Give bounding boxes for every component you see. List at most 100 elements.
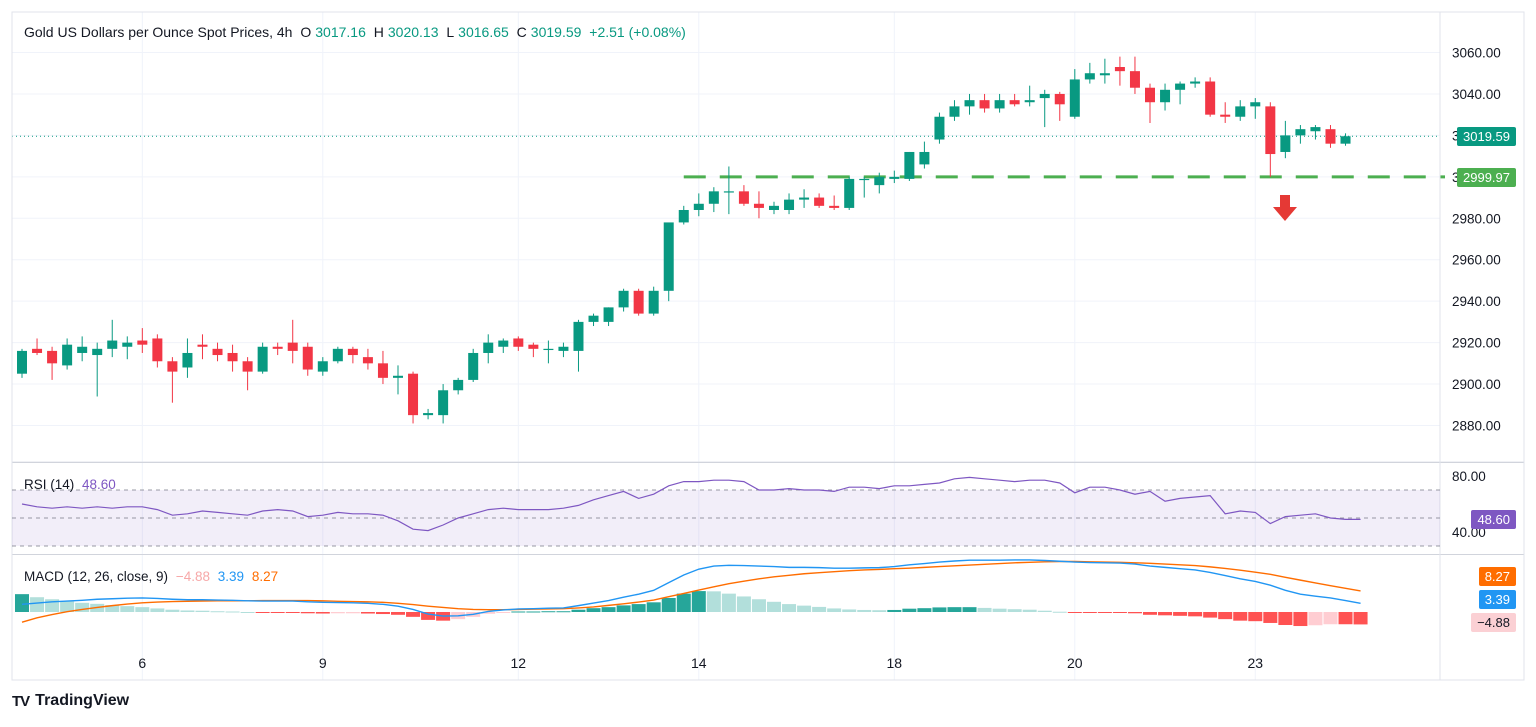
macd-histogram-bar bbox=[962, 607, 977, 612]
macd-histogram-bar bbox=[496, 612, 511, 613]
macd-histogram-bar bbox=[1097, 612, 1112, 613]
candle-body bbox=[799, 197, 810, 200]
candle-body bbox=[1175, 83, 1186, 90]
candle-body bbox=[1205, 81, 1216, 115]
candle-body bbox=[77, 346, 88, 353]
price-tick-label: 3040.00 bbox=[1452, 87, 1501, 102]
macd-histogram-bar bbox=[902, 608, 917, 612]
macd-histogram-bar bbox=[375, 612, 390, 615]
candle-body bbox=[723, 191, 734, 193]
candle-body bbox=[257, 346, 268, 372]
candle-body bbox=[934, 116, 945, 140]
rsi-pane bbox=[12, 476, 1440, 547]
tradingview-logo[interactable]: TV TradingView bbox=[12, 692, 129, 710]
candle-body bbox=[1099, 73, 1110, 76]
candle-body bbox=[753, 203, 764, 208]
candle-body bbox=[543, 348, 554, 351]
candle-body bbox=[1280, 135, 1291, 152]
candle-body bbox=[137, 340, 148, 345]
macd-histogram-bar bbox=[992, 608, 1007, 612]
macd-histogram-bar bbox=[511, 611, 526, 613]
macd-histogram-bar bbox=[391, 612, 405, 615]
macd-histogram-bar bbox=[526, 611, 541, 613]
candle-body bbox=[648, 290, 659, 314]
legend-header: Gold US Dollars per Ounce Spot Prices, 4… bbox=[24, 24, 690, 40]
candle-body bbox=[483, 342, 494, 353]
macd-histogram-bar bbox=[330, 612, 345, 614]
price-pane-frame bbox=[11, 11, 1525, 463]
macd-histogram-bar bbox=[571, 609, 586, 612]
symbol-title[interactable]: Gold US Dollars per Ounce Spot Prices, 4… bbox=[24, 24, 293, 40]
candle-body bbox=[242, 361, 253, 372]
macd-histogram-bar bbox=[767, 601, 781, 612]
macd-histogram-bar bbox=[180, 610, 195, 612]
price-tick-label: 2960.00 bbox=[1452, 253, 1501, 268]
support-level-badge: 2999.97 bbox=[1457, 168, 1516, 187]
candle-body bbox=[453, 379, 464, 391]
rsi-legend[interactable]: RSI (14) 48.60 bbox=[24, 477, 120, 492]
macd-histogram-bar bbox=[842, 609, 857, 612]
macd-signal-badge: 8.27 bbox=[1478, 567, 1516, 586]
candle-body bbox=[708, 191, 719, 204]
candle-body bbox=[227, 352, 238, 362]
candle-body bbox=[904, 151, 915, 179]
macd-histogram-bar bbox=[195, 610, 210, 612]
candle-body bbox=[738, 191, 749, 204]
price-tick-label: 3060.00 bbox=[1452, 46, 1501, 61]
time-tick-label: 23 bbox=[1247, 655, 1263, 671]
macd-histogram-bar bbox=[30, 597, 45, 612]
time-tick-label: 18 bbox=[887, 655, 903, 671]
macd-histogram-bar bbox=[75, 602, 90, 612]
macd-histogram-bar bbox=[135, 607, 150, 612]
macd-histogram-bar bbox=[1007, 609, 1022, 612]
candle-body bbox=[152, 338, 163, 362]
macd-histogram-bar bbox=[210, 611, 225, 613]
candle-body bbox=[1129, 71, 1140, 88]
time-tick-label: 12 bbox=[511, 655, 527, 671]
macd-histogram-bar bbox=[1067, 612, 1082, 613]
macd-histogram-bar bbox=[691, 591, 706, 612]
candle-body bbox=[302, 346, 313, 370]
macd-pane bbox=[15, 559, 1368, 627]
candle-body bbox=[272, 346, 283, 349]
candle-body bbox=[408, 373, 419, 416]
macd-histogram-bar bbox=[1308, 612, 1323, 626]
candle-body bbox=[362, 357, 373, 364]
price-tick-label: 2880.00 bbox=[1452, 419, 1501, 434]
candle-body bbox=[32, 348, 43, 353]
candle-body bbox=[844, 178, 855, 208]
macd-histogram-bar bbox=[225, 611, 240, 613]
candle-body bbox=[528, 344, 539, 349]
candle-body bbox=[17, 350, 27, 374]
candle-body bbox=[633, 290, 644, 314]
rsi-label: RSI (14) bbox=[24, 477, 75, 492]
macd-histogram-bar bbox=[1188, 612, 1203, 617]
macd-histogram-bar bbox=[1173, 612, 1188, 616]
price-tick-label: 2980.00 bbox=[1452, 211, 1501, 226]
macd-histogram-bar bbox=[827, 608, 842, 612]
macd-histogram-bar bbox=[872, 610, 887, 612]
candle-body bbox=[347, 348, 358, 356]
macd-line-value: 3.39 bbox=[217, 569, 245, 584]
macd-legend[interactable]: MACD (12, 26, close, 9) −4.88 3.39 8.27 bbox=[24, 569, 282, 584]
macd-histogram-bar bbox=[556, 611, 571, 613]
candle-body bbox=[1265, 106, 1276, 155]
macd-histogram-bar bbox=[300, 612, 315, 614]
macd-histogram-bar bbox=[631, 604, 646, 612]
candle-body bbox=[332, 348, 343, 362]
candle-body bbox=[829, 205, 840, 208]
macd-histogram-bar bbox=[601, 607, 616, 612]
last-price-badge: 3019.59 bbox=[1457, 127, 1516, 146]
price-tick-label: 2940.00 bbox=[1452, 294, 1501, 309]
open-value: 3017.16 bbox=[315, 24, 366, 40]
macd-histogram-bar bbox=[360, 612, 375, 614]
candle-body bbox=[423, 413, 434, 416]
candle-body bbox=[1009, 100, 1020, 105]
macd-histogram-bar bbox=[120, 606, 135, 612]
macd-line-badge: 3.39 bbox=[1478, 590, 1516, 609]
candle-body bbox=[122, 342, 133, 347]
macd-histogram-bar bbox=[721, 593, 736, 612]
candle-body bbox=[874, 176, 885, 186]
candle-body bbox=[197, 344, 208, 347]
